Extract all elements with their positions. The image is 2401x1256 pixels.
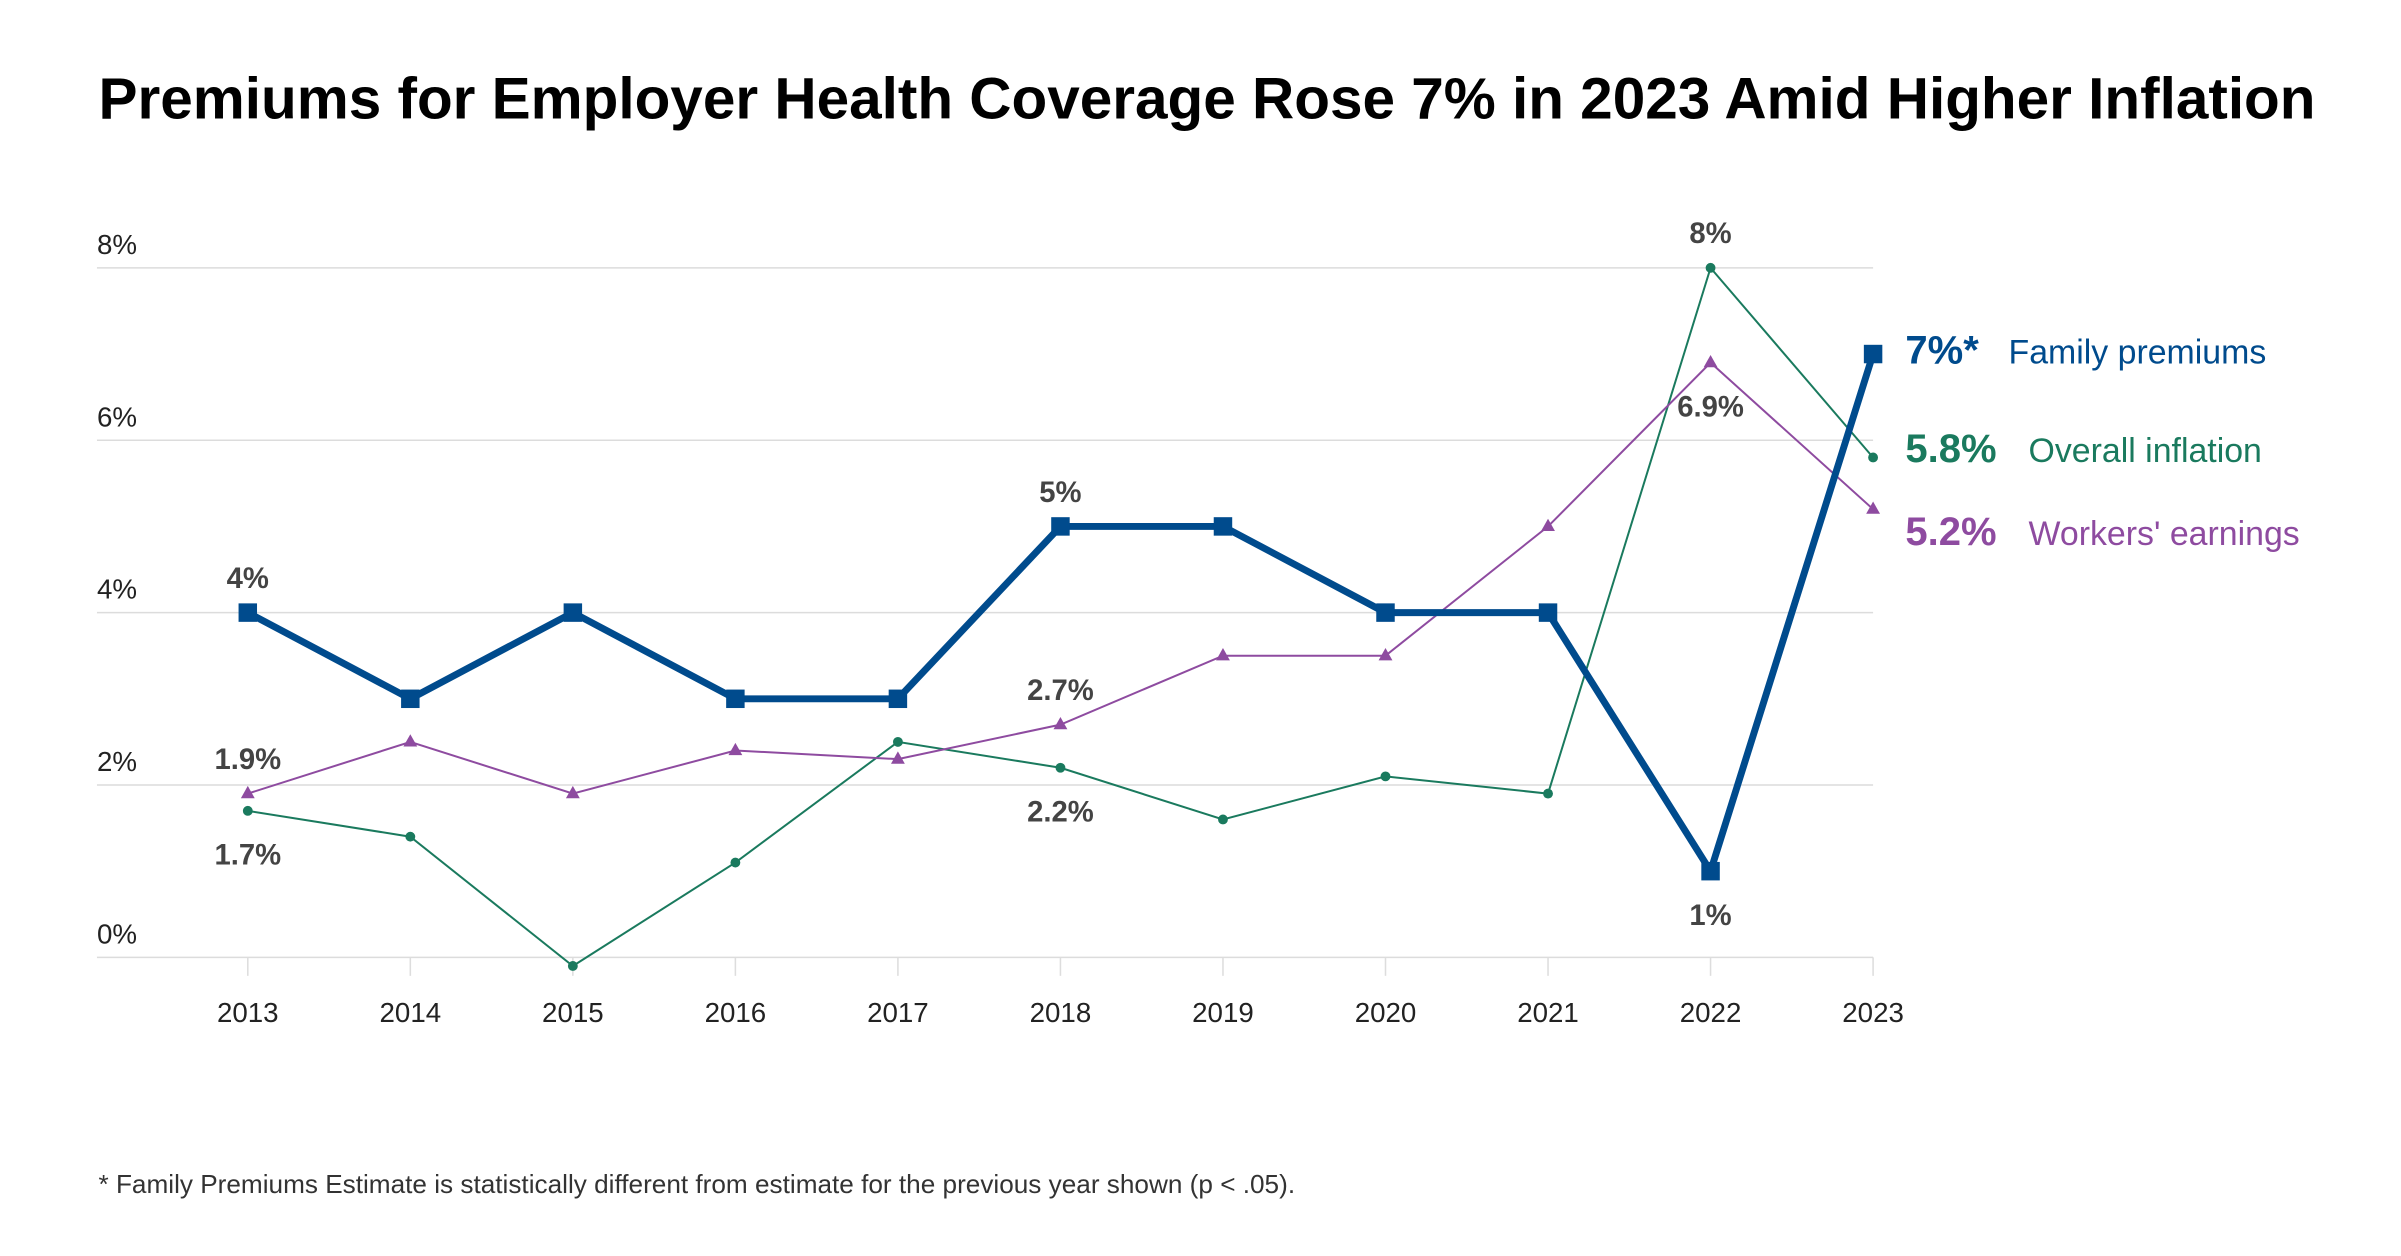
x-tick-label: 2016 — [705, 997, 767, 1028]
marker-triangle — [1541, 518, 1555, 532]
y-tick-label: 2% — [97, 746, 137, 777]
footnote: * Family Premiums Estimate is statistica… — [99, 1169, 1296, 1199]
data-label: 6.9% — [1677, 392, 1744, 424]
chart-title: Premiums for Employer Health Coverage Ro… — [99, 67, 2316, 132]
marker-circle — [730, 857, 741, 868]
y-tick-label: 0% — [97, 919, 137, 950]
marker-triangle — [240, 785, 255, 799]
marker-square — [1051, 517, 1070, 536]
series-line-1 — [247, 265, 1874, 968]
marker-triangle — [890, 751, 905, 764]
marker-square — [238, 603, 258, 622]
marker-circle — [1705, 262, 1716, 273]
data-label: 8% — [1689, 218, 1731, 250]
marker-square — [888, 689, 908, 709]
marker-circle — [1218, 814, 1228, 825]
data-label: 5% — [1039, 477, 1081, 509]
marker-square — [726, 689, 745, 709]
x-tick-label: 2021 — [1517, 997, 1579, 1028]
x-tick-label: 2022 — [1680, 997, 1742, 1028]
data-label: 1.9% — [214, 744, 281, 776]
data-label: 1% — [1689, 900, 1731, 932]
marker-square — [1863, 344, 1883, 364]
marker-circle — [1055, 762, 1066, 773]
marker-circle — [1868, 452, 1879, 463]
marker-square — [1538, 603, 1558, 622]
data-label: 2.7% — [1027, 675, 1094, 707]
legend-series-name: Workers' earnings — [2029, 515, 2300, 553]
x-tick-label: 2015 — [542, 997, 604, 1028]
x-tick-label: 2014 — [380, 997, 442, 1028]
x-tick-label: 2018 — [1030, 997, 1092, 1028]
marker-square — [401, 689, 420, 709]
y-tick-label: 4% — [97, 574, 137, 605]
end-value-label: 5.2% — [1905, 510, 1996, 554]
x-tick-label: 2019 — [1192, 997, 1254, 1028]
x-tick-label: 2020 — [1355, 997, 1417, 1028]
marker-circle — [1543, 788, 1553, 799]
end-value-label: 7%* — [1905, 328, 1979, 372]
end-value-label: 5.8% — [1905, 427, 1996, 471]
data-label: 2.2% — [1027, 797, 1094, 829]
x-tick-label: 2017 — [867, 997, 929, 1028]
legend-series-name: Family premiums — [2009, 333, 2267, 371]
marker-triangle — [1216, 648, 1230, 661]
data-label: 1.7% — [214, 840, 281, 872]
marker-square — [1701, 861, 1720, 881]
marker-circle — [242, 805, 253, 816]
marker-square — [563, 603, 583, 622]
marker-triangle — [1378, 648, 1393, 661]
marker-triangle — [1703, 354, 1718, 368]
legend-series-name: Overall inflation — [2029, 432, 2262, 470]
marker-circle — [1380, 771, 1391, 782]
marker-circle — [405, 831, 416, 842]
marker-square — [1213, 517, 1233, 536]
y-tick-label: 6% — [97, 401, 137, 432]
marker-triangle — [1053, 716, 1068, 730]
marker-triangle — [565, 785, 580, 799]
marker-square — [1376, 603, 1395, 622]
x-tick-label: 2013 — [217, 997, 279, 1028]
y-tick-label: 8% — [97, 229, 137, 260]
x-tick-label: 2023 — [1842, 997, 1904, 1028]
marker-triangle — [403, 734, 418, 747]
marker-circle — [892, 736, 903, 747]
marker-circle — [567, 961, 578, 971]
data-label: 4% — [227, 563, 269, 595]
marker-triangle — [1866, 501, 1881, 514]
marker-triangle — [728, 742, 743, 756]
